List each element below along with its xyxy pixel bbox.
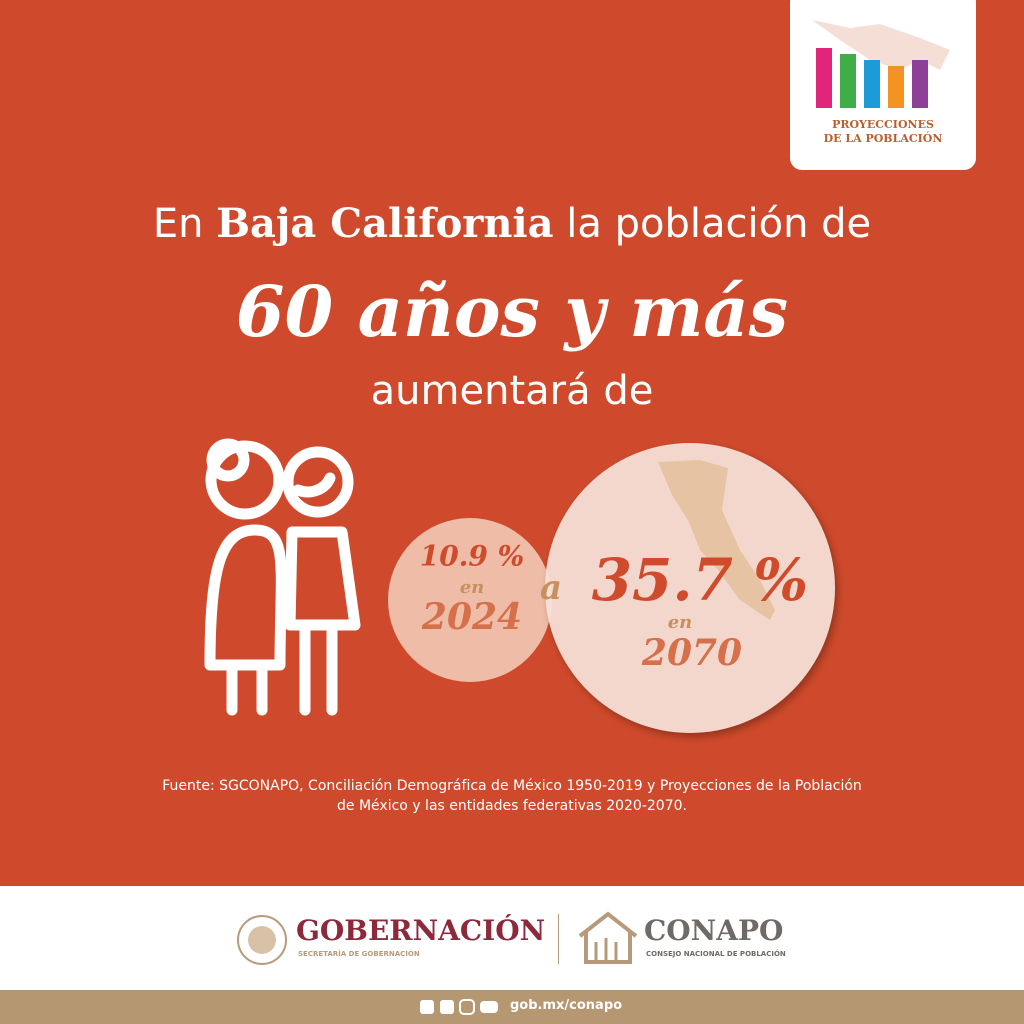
headline-state: Baja California: [216, 200, 554, 247]
source-text: Fuente: SGCONAPO, Conciliación Demográfi…: [162, 778, 862, 794]
headline-group: 60 años y más: [235, 270, 789, 353]
footer-url[interactable]: gob.mx/conapo: [510, 998, 623, 1013]
to-value: 35.7 %: [592, 546, 809, 614]
logo-mark: [812, 20, 950, 108]
gob-name: GOBERNACIÓN: [296, 914, 546, 947]
headline-text: En: [152, 201, 204, 247]
state-map: [658, 460, 775, 620]
connector: a: [540, 568, 562, 608]
circle-to: [545, 443, 835, 733]
from-value: 10.9 %: [420, 540, 525, 573]
footer: GOBERNACIÓN SECRETARÍA DE GOBERNACIÓN CO…: [0, 886, 1024, 990]
circle-from: [388, 518, 552, 682]
elderly-couple-icon: [204, 438, 361, 716]
social-icons: [420, 999, 498, 1015]
from-in: en: [460, 577, 485, 598]
headline-verb: aumentará de: [370, 368, 654, 414]
comparison-graphic: 10.9 % en 2024 a 35.7 % en 2070: [204, 438, 835, 733]
conapo-name: CONAPO: [644, 914, 784, 947]
source: Fuente: SGCONAPO, Conciliación Demográfi…: [0, 776, 1024, 816]
conapo-emblem: [578, 911, 638, 964]
logo-text: PROYECCIONES: [832, 118, 934, 131]
footer-bar: gob.mx/conapo: [0, 990, 1024, 1024]
source-text: de México y las entidades federativas 20…: [337, 798, 687, 814]
conapo-sub: CONSEJO NACIONAL DE POBLACIÓN: [646, 950, 786, 958]
gob-emblem: [237, 915, 287, 965]
to-year: 2070: [641, 632, 742, 674]
logo-card: PROYECCIONES DE LA POBLACIÓN: [790, 0, 976, 170]
gob-sub: SECRETARÍA DE GOBERNACIÓN: [298, 950, 420, 958]
headline-line: En Baja California la población de: [0, 200, 1024, 247]
logo-text: DE LA POBLACIÓN: [823, 132, 943, 145]
to-in: en: [668, 612, 693, 633]
from-year: 2024: [421, 596, 522, 638]
divider: [558, 914, 559, 964]
headline-text: la población de: [566, 201, 872, 247]
